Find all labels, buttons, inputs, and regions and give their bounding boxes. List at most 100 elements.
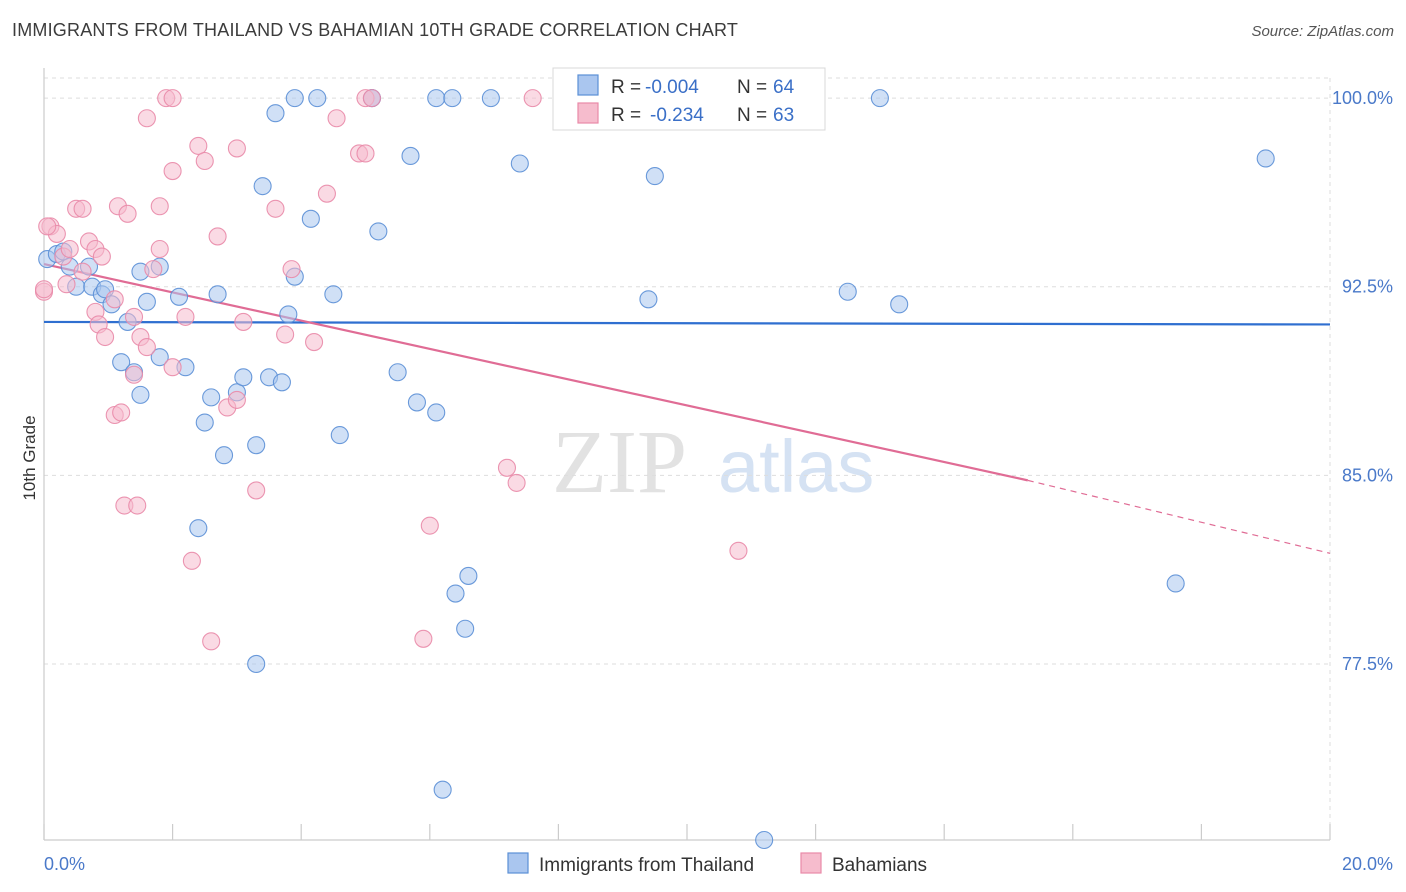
data-point bbox=[305, 333, 324, 352]
chart-source: Source: ZipAtlas.com bbox=[1251, 23, 1394, 40]
legend-r-label-2: R = bbox=[611, 105, 641, 126]
data-point bbox=[137, 109, 156, 128]
y-tick-label: 77.5% bbox=[1342, 654, 1393, 674]
trend-line-pink-extension bbox=[1027, 479, 1331, 554]
x-tick-label-max: 20.0% bbox=[1342, 854, 1393, 874]
data-point bbox=[301, 209, 320, 228]
data-point bbox=[523, 89, 542, 108]
data-point bbox=[144, 260, 163, 279]
data-point bbox=[92, 247, 111, 266]
x-tick-label-min: 0.0% bbox=[44, 854, 85, 874]
data-point bbox=[131, 385, 150, 404]
data-point bbox=[755, 830, 774, 850]
data-point bbox=[234, 312, 253, 331]
data-point bbox=[497, 458, 517, 477]
data-point bbox=[227, 139, 246, 158]
data-point bbox=[189, 136, 208, 155]
data-point bbox=[169, 287, 189, 306]
data-point bbox=[456, 619, 475, 638]
data-point bbox=[214, 446, 234, 465]
series-label-bahamians: Bahamians bbox=[832, 855, 927, 876]
legend-n-label-2: N = bbox=[737, 105, 767, 126]
legend-n-value-2: 63 bbox=[773, 105, 794, 126]
y-axis-title: 10th Grade bbox=[20, 415, 39, 500]
data-point bbox=[645, 167, 664, 186]
data-point bbox=[330, 426, 349, 445]
legend-n-value-1: 64 bbox=[773, 77, 795, 98]
series-pink-points bbox=[34, 89, 748, 651]
data-point bbox=[890, 295, 909, 314]
series-swatch-blue bbox=[507, 852, 529, 874]
y-tick-label: 92.5% bbox=[1342, 277, 1393, 297]
legend-r-label-1: R = bbox=[611, 77, 641, 98]
data-point bbox=[327, 109, 346, 128]
data-point bbox=[639, 290, 658, 309]
data-point bbox=[266, 199, 285, 218]
data-point bbox=[510, 154, 529, 173]
y-tick-label: 85.0% bbox=[1342, 465, 1393, 485]
data-point bbox=[150, 348, 169, 367]
data-point bbox=[481, 89, 500, 108]
data-point bbox=[247, 436, 266, 455]
data-point bbox=[253, 177, 272, 196]
data-point bbox=[163, 358, 182, 377]
data-point bbox=[356, 144, 375, 163]
watermark: ZIP atlas bbox=[552, 413, 874, 512]
data-point bbox=[234, 368, 253, 387]
data-point bbox=[282, 260, 301, 279]
grid-lines bbox=[44, 77, 1331, 840]
data-point bbox=[118, 204, 137, 223]
data-point bbox=[176, 307, 195, 326]
data-point bbox=[105, 290, 124, 309]
data-point bbox=[208, 285, 227, 304]
data-point bbox=[73, 262, 92, 281]
data-point bbox=[112, 403, 131, 422]
data-point bbox=[427, 403, 446, 422]
data-point bbox=[202, 388, 221, 407]
data-point bbox=[459, 566, 478, 585]
correlation-legend: R = -0.004 N = 64 R = -0.234 N = 63 bbox=[552, 67, 826, 131]
data-point bbox=[446, 584, 465, 603]
data-point bbox=[838, 282, 857, 301]
data-point bbox=[407, 393, 426, 412]
data-point bbox=[427, 89, 446, 108]
data-point bbox=[401, 146, 420, 166]
trend-line-pink bbox=[43, 263, 1029, 482]
series-legend: Immigrants from Thailand Bahamians bbox=[507, 852, 927, 876]
data-point bbox=[1166, 574, 1185, 593]
data-points bbox=[34, 89, 1275, 850]
chart-title: IMMIGRANTS FROM THAILAND VS BAHAMIAN 10T… bbox=[12, 20, 739, 40]
data-point bbox=[124, 365, 144, 384]
data-point bbox=[285, 89, 304, 108]
data-point bbox=[163, 89, 182, 108]
data-point bbox=[96, 327, 115, 347]
data-point bbox=[247, 654, 266, 674]
legend-swatch-blue bbox=[577, 74, 599, 96]
data-point bbox=[433, 780, 452, 799]
series-swatch-pink bbox=[800, 852, 822, 874]
data-point bbox=[388, 363, 407, 382]
data-point bbox=[163, 161, 182, 181]
data-point bbox=[308, 89, 327, 108]
data-point bbox=[128, 496, 147, 515]
trend-line-blue bbox=[43, 320, 1331, 326]
data-point bbox=[202, 632, 221, 651]
data-point bbox=[227, 390, 246, 409]
data-point bbox=[34, 280, 54, 299]
data-point bbox=[150, 197, 169, 216]
legend-n-label-1: N = bbox=[737, 77, 767, 98]
data-point bbox=[507, 473, 526, 492]
watermark-atlas: atlas bbox=[718, 425, 874, 508]
data-point bbox=[38, 217, 57, 236]
trend-lines bbox=[43, 263, 1331, 554]
watermark-zip: ZIP bbox=[552, 413, 687, 512]
data-point bbox=[60, 239, 79, 259]
data-point bbox=[112, 353, 131, 372]
axes: 77.5% 85.0% 92.5% 100.0% 0.0% 20.0% bbox=[43, 68, 1393, 874]
data-point bbox=[420, 516, 439, 535]
data-point bbox=[182, 551, 201, 570]
legend-r-value-2: -0.234 bbox=[650, 105, 704, 126]
data-point bbox=[73, 199, 92, 218]
data-point bbox=[279, 305, 298, 324]
